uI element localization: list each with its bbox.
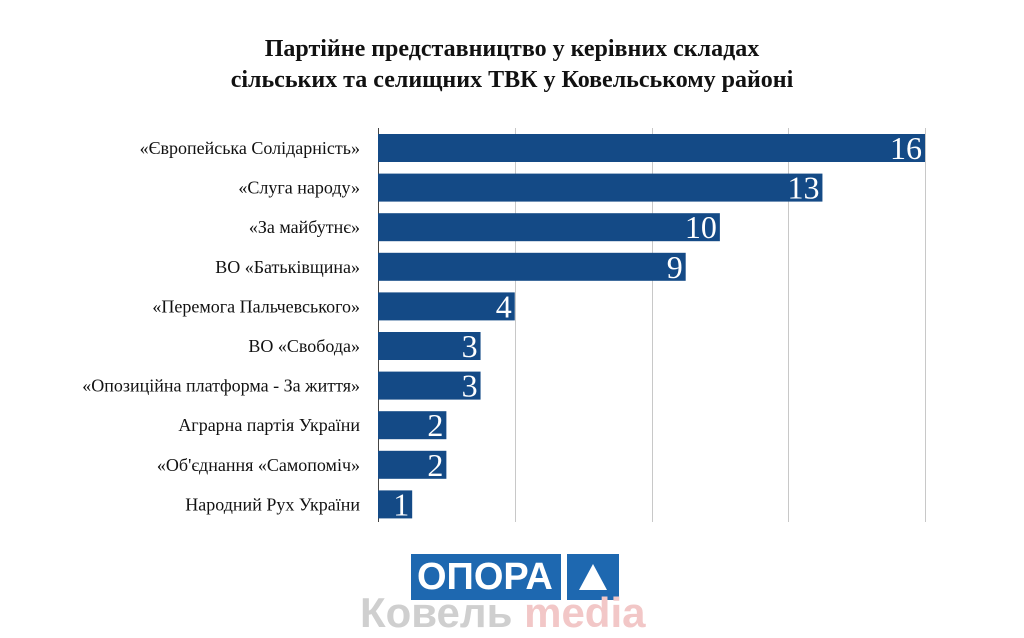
category-label-6: «Опозиційна платформа - За життя» [82,376,360,396]
bar-6 [378,371,481,400]
category-label-9: Народний Рух України [185,494,360,514]
bar-layer [378,134,925,519]
value-label-6: 3 [462,368,478,404]
bar-1 [378,173,823,202]
watermark: Ковель media [360,588,645,638]
category-label-4: «Перемога Пальчевського» [152,296,360,316]
chart-title-line-2: сільських та селищних ТВК у Ковельському… [230,67,794,93]
bar-8 [378,450,447,479]
category-label-5: ВО «Свобода» [248,336,360,356]
chart-title: Партійне представництво у керівних склад… [0,34,1024,96]
logo-word: ОПОРА [411,554,561,600]
category-label-2: «За майбутнє» [249,217,360,237]
logo-icon-box [566,554,619,600]
bar-7 [378,411,447,440]
category-label-3: ВО «Батьківщина» [215,257,360,277]
value-label-5: 3 [462,328,478,364]
logo-separator [560,554,567,600]
value-label-3: 9 [667,249,683,285]
bar-2 [378,213,720,242]
bar-chart: 16«Європейська Солідарність»13«Слуга нар… [82,128,926,522]
value-label-4: 4 [496,288,512,324]
category-label-0: «Європейська Солідарність» [140,138,360,158]
category-label-8: «Об'єднання «Самопоміч» [157,455,360,475]
chart-title-line-1: Партійне представництво у керівних склад… [264,36,760,62]
bar-3 [378,252,686,281]
opora-logo: ОПОРА [411,554,619,600]
label-layer: 16«Європейська Солідарність»13«Слуга нар… [82,130,922,522]
bar-4 [378,292,515,321]
watermark-part-2: media [524,589,646,636]
value-label-0: 16 [890,130,922,166]
value-label-9: 1 [393,486,409,522]
bar-5 [378,332,481,360]
bar-0 [378,134,925,162]
value-label-8: 2 [427,447,443,483]
triangle-up-icon [578,564,607,590]
watermark-part-1: Ковель [360,589,513,636]
value-label-1: 13 [787,170,819,206]
bar-9 [378,490,413,519]
category-label-7: Аграрна партія України [178,415,360,435]
value-label-7: 2 [427,407,443,443]
category-label-1: «Слуга народу» [238,178,360,198]
value-label-2: 10 [685,209,717,245]
